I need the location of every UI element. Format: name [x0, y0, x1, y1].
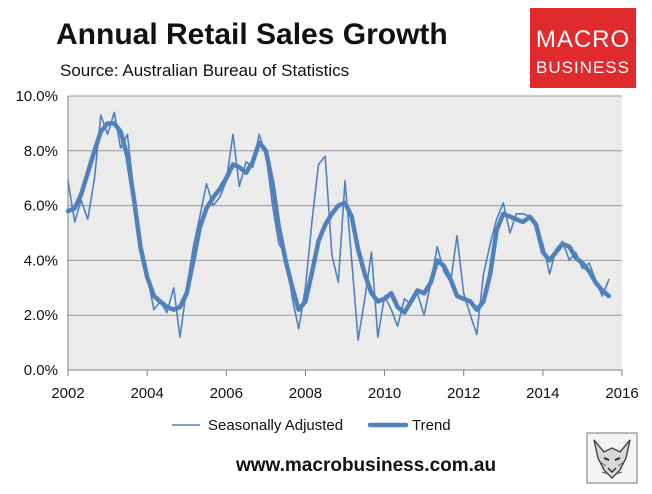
chart-title: Annual Retail Sales Growth — [56, 18, 448, 51]
x-tick-label: 2004 — [130, 385, 163, 402]
legend-trend-label: Trend — [412, 417, 451, 434]
x-tick-label: 2014 — [526, 385, 559, 402]
gridlines — [68, 95, 622, 316]
x-tick-labels: 2002 2004 2006 2008 2010 2012 2014 2016 — [51, 385, 638, 402]
series-line-seasonally-adjusted — [67, 111, 610, 341]
y-tick-label: 10.0% — [15, 88, 58, 105]
y-tick-label: 0.0% — [24, 362, 58, 379]
y-tick-label: 2.0% — [24, 307, 58, 324]
x-tick-label: 2002 — [51, 385, 84, 402]
y-tick-label: 4.0% — [24, 252, 58, 269]
y-tick-labels: 0.0% 2.0% 4.0% 6.0% 8.0% 10.0% — [15, 88, 58, 379]
x-tick-label: 2010 — [368, 385, 401, 402]
logo-line-1: MACRO — [535, 26, 631, 53]
plot-area — [68, 96, 622, 370]
fox-logo-icon — [586, 432, 638, 484]
legend: Seasonally Adjusted Trend — [172, 417, 451, 434]
legend-seasonally-adjusted-label: Seasonally Adjusted — [208, 417, 343, 434]
y-tick-label: 8.0% — [24, 143, 58, 160]
y-tick-label: 6.0% — [24, 198, 58, 215]
series-lines — [65, 111, 612, 341]
x-tick-label: 2012 — [447, 385, 480, 402]
series-line-trend — [65, 121, 612, 315]
macrobusiness-logo: MACRO BUSINESS — [530, 8, 636, 88]
x-tick-label: 2016 — [605, 385, 638, 402]
logo-line-2: BUSINESS — [536, 58, 630, 77]
chart-subtitle: Source: Australian Bureau of Statistics — [60, 61, 350, 80]
footer-website: www.macrobusiness.com.au — [236, 455, 497, 476]
x-tick-label: 2008 — [289, 385, 322, 402]
axes — [67, 96, 623, 376]
x-tick-label: 2006 — [210, 385, 243, 402]
